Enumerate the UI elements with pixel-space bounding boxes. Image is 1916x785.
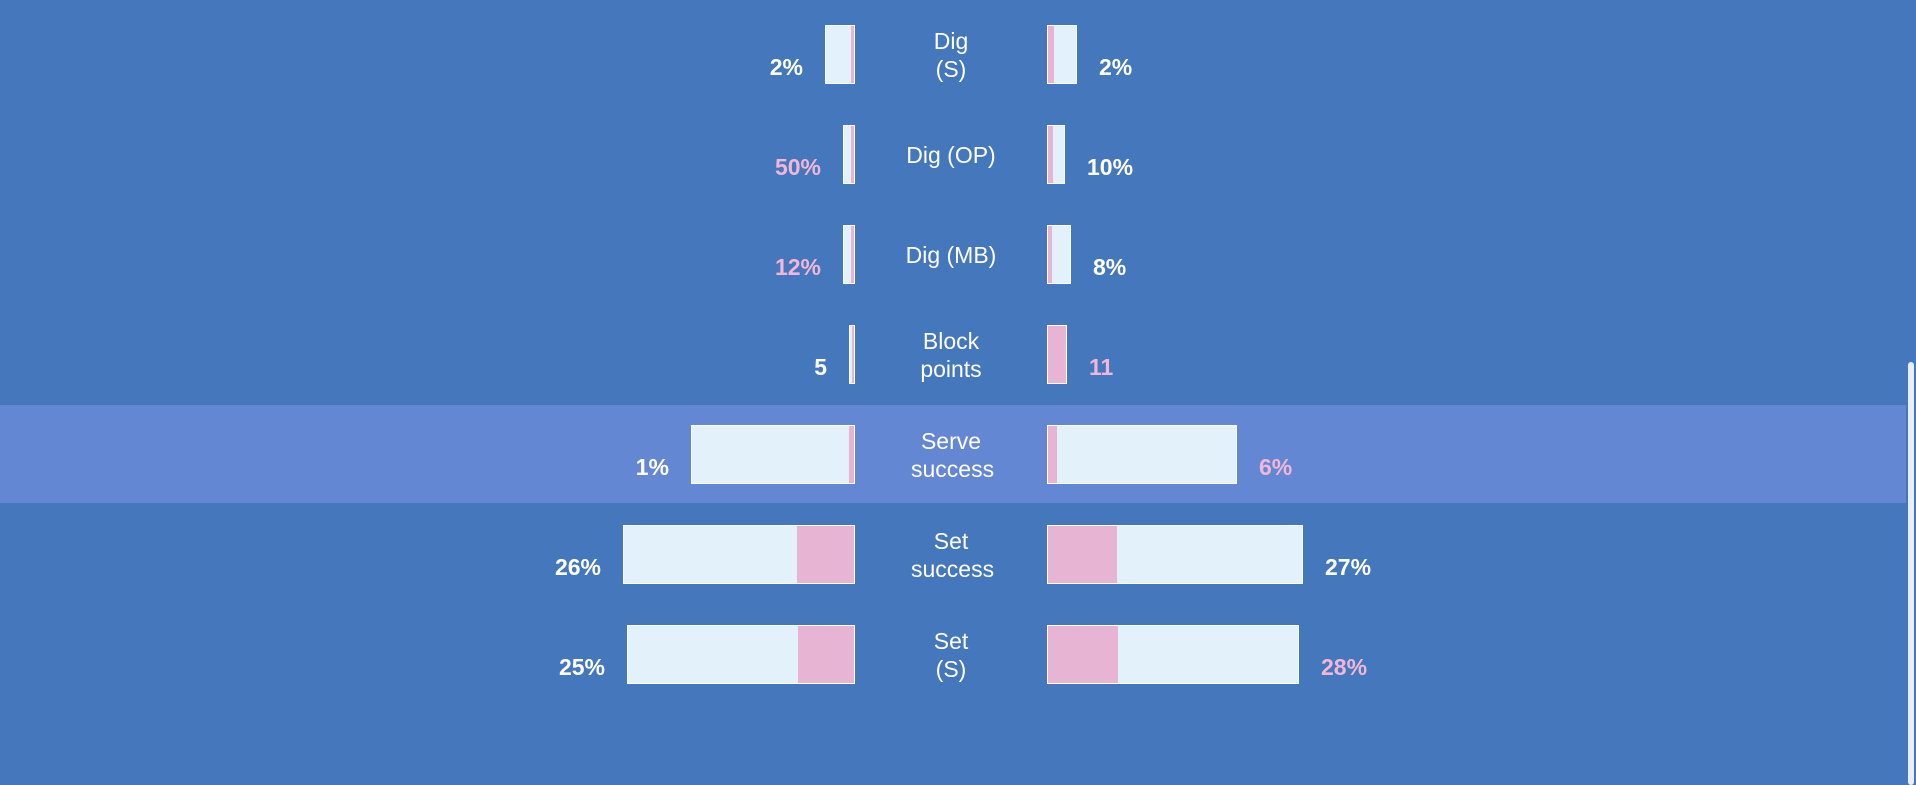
right-value-label: 11 [1089, 354, 1114, 380]
left-value-label: 50% [774, 154, 821, 180]
category-label: Block points [920, 327, 982, 382]
right-bar[interactable] [1047, 25, 1077, 84]
left-bar[interactable] [825, 25, 855, 84]
left-value-label: 2% [769, 54, 803, 80]
right-bar[interactable] [1047, 525, 1303, 584]
right-value-label: 28% [1321, 654, 1368, 680]
left-bar-fill [851, 126, 854, 183]
category-label: Dig (MB) [905, 241, 997, 268]
right-value-label: 10% [1087, 154, 1134, 180]
scrollbar[interactable] [1908, 362, 1914, 785]
right-bar[interactable] [1047, 125, 1065, 184]
category-label: Dig (S) [933, 27, 969, 82]
left-bar[interactable] [843, 125, 855, 184]
right-bar-fill [1048, 526, 1117, 583]
category-label: Dig (OP) [906, 141, 996, 168]
right-bar-fill [1048, 626, 1118, 683]
left-bar[interactable] [623, 525, 855, 584]
right-value-label: 27% [1325, 554, 1372, 580]
left-bar-fill [849, 426, 854, 483]
left-bar-fill [851, 26, 854, 83]
category-label: Serve success [911, 427, 995, 482]
left-bar-fill [851, 226, 854, 283]
right-bar[interactable] [1047, 325, 1067, 384]
category-label: Set (S) [933, 627, 969, 682]
left-value-label: 26% [554, 554, 601, 580]
right-value-label: 8% [1093, 254, 1127, 280]
right-bar-fill [1048, 226, 1053, 283]
left-value-label: 5 [814, 354, 827, 380]
highlight-row [0, 405, 1906, 503]
left-bar[interactable] [627, 625, 855, 684]
left-bar[interactable] [691, 425, 855, 484]
right-bar[interactable] [1047, 625, 1299, 684]
left-value-label: 25% [558, 654, 605, 680]
left-value-label: 12% [774, 254, 821, 280]
right-bar-fill [1048, 126, 1053, 183]
left-bar[interactable] [849, 325, 855, 384]
right-bar-fill [1048, 426, 1058, 483]
left-value-label: 1% [635, 454, 669, 480]
left-bar-fill [797, 626, 854, 683]
right-bar[interactable] [1047, 425, 1237, 484]
category-label: Set success [911, 527, 995, 582]
left-bar-fill [796, 526, 854, 583]
right-bar-fill [1048, 326, 1066, 383]
right-value-label: 2% [1099, 54, 1133, 80]
right-bar-fill [1048, 26, 1054, 83]
left-bar[interactable] [843, 225, 855, 284]
left-bar-fill [851, 326, 854, 383]
right-bar[interactable] [1047, 225, 1071, 284]
right-value-label: 6% [1259, 454, 1293, 480]
